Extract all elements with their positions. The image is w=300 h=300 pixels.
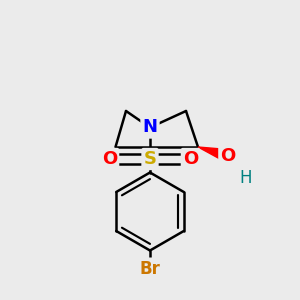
Text: N: N — [142, 118, 158, 136]
Text: H: H — [240, 169, 252, 187]
Text: Br: Br — [140, 260, 160, 278]
Text: S: S — [143, 150, 157, 168]
Text: O: O — [102, 150, 117, 168]
Polygon shape — [198, 147, 230, 162]
Text: O: O — [183, 150, 198, 168]
Text: O: O — [220, 147, 236, 165]
